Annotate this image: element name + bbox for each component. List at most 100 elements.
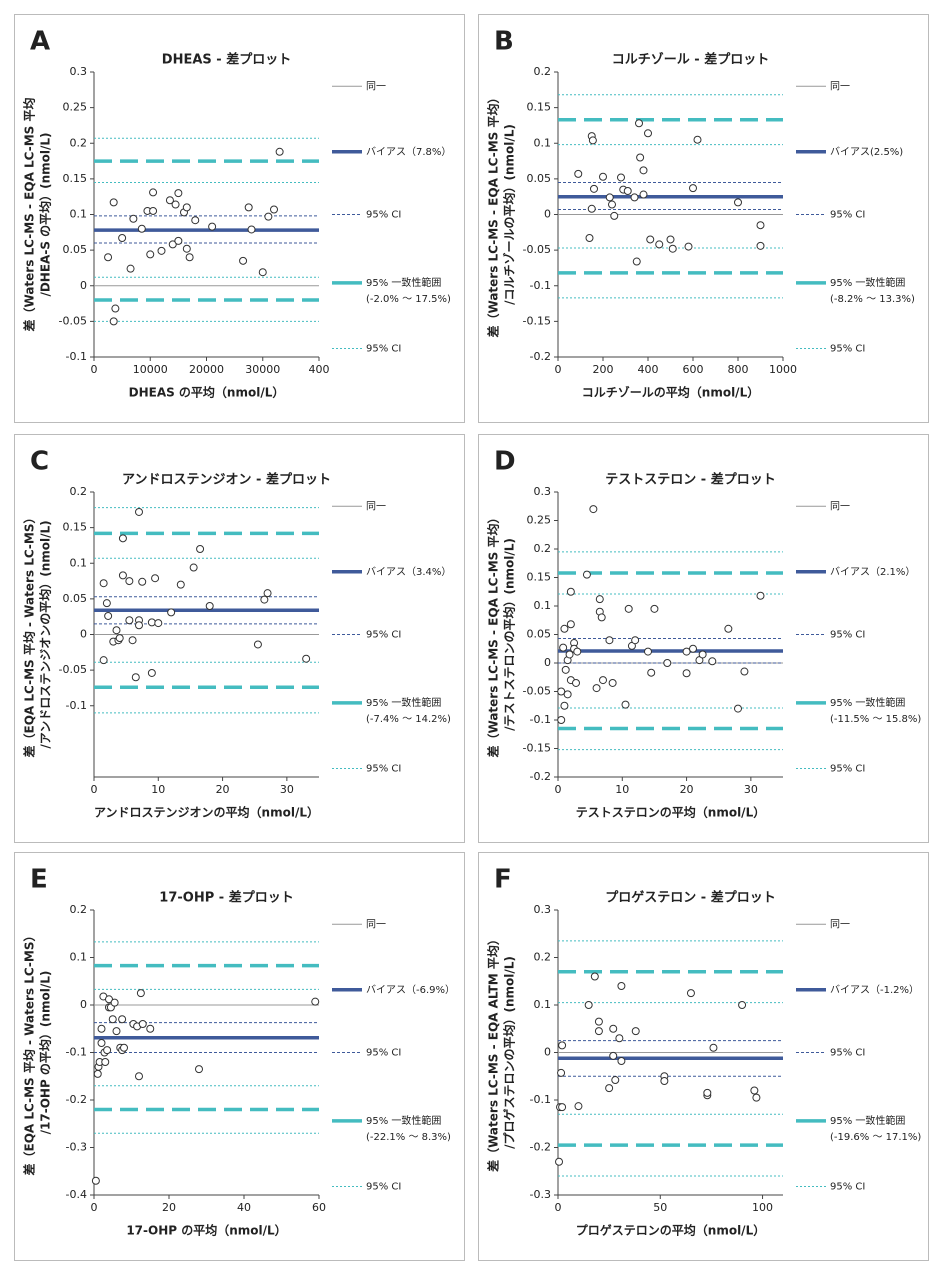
y-tick-label: -0.2 — [66, 1093, 87, 1106]
data-point — [709, 1043, 718, 1052]
data-point — [208, 222, 217, 231]
data-point — [146, 250, 155, 259]
x-tick-label: 10 — [151, 783, 165, 796]
data-point — [167, 608, 176, 617]
data-point — [270, 205, 278, 214]
x-axis-label: 17-OHP の平均（nmol/L） — [126, 1223, 286, 1238]
legend-label: 95% CI — [830, 210, 865, 221]
x-tick-label: 30 — [744, 783, 758, 796]
data-point — [560, 624, 569, 633]
legend-label: バイアス（2.1%） — [830, 566, 915, 578]
data-point — [128, 636, 137, 645]
y-axis-label: 差（Waters LC-MS - EQA LC-MS 平均 — [22, 98, 37, 333]
data-point — [756, 591, 765, 600]
y-tick-label: -0.1 — [530, 1093, 551, 1106]
data-point — [587, 204, 596, 213]
data-point — [97, 1024, 106, 1033]
data-point — [555, 1157, 564, 1166]
x-tick-label: 50 — [653, 1201, 667, 1214]
data-point — [191, 216, 200, 225]
data-point — [646, 235, 655, 244]
data-point — [260, 595, 269, 604]
data-point — [698, 650, 707, 659]
panel: E 17-OHP - 差プロット 17-OHP の平均（nmol/L） 差（EQA L… — [14, 852, 465, 1261]
data-point — [594, 1027, 603, 1036]
chart-title: アンドロステンジオン - 差プロット — [122, 472, 331, 488]
data-point — [750, 1086, 759, 1095]
y-tick-label: -0.3 — [530, 1188, 551, 1201]
x-axis-label: テストステロンの平均（nmol/L） — [576, 805, 765, 820]
data-point — [589, 505, 598, 514]
legend-label: (-2.0% ～ 17.5%) — [366, 294, 451, 305]
data-point — [644, 647, 652, 656]
legend-label: 95% 一致性範囲 — [830, 1114, 905, 1127]
data-point — [605, 636, 614, 645]
x-axis-label: プロゲステロンの平均（nmol/L） — [576, 1223, 765, 1238]
legend-label: 95% CI — [830, 1048, 865, 1059]
data-point — [205, 602, 214, 610]
y-tick-label: 0.15 — [527, 101, 552, 114]
panel-letter: D — [494, 447, 516, 477]
data-point — [176, 580, 185, 589]
y-tick-label: 0.05 — [63, 592, 88, 605]
data-point — [557, 716, 566, 724]
data-point — [275, 147, 284, 156]
x-axis-label: アンドロステンジオンの平均（nmol/L） — [94, 805, 319, 820]
data-point — [195, 1065, 203, 1074]
legend-label: (-11.5% ～ 15.8%) — [830, 714, 921, 725]
data-point — [174, 189, 183, 198]
data-point — [174, 236, 183, 245]
data-point — [135, 1072, 143, 1081]
data-point — [605, 1084, 614, 1093]
data-point — [738, 1001, 747, 1009]
data-point — [615, 1034, 624, 1043]
y-tick-label: -0.05 — [523, 685, 551, 698]
y-tick-label: 0.25 — [63, 101, 88, 114]
data-point — [103, 1046, 112, 1055]
y-tick-label: 0 — [80, 628, 87, 641]
data-point — [182, 244, 191, 253]
data-point — [125, 616, 134, 625]
y-tick-label: 0.15 — [63, 521, 88, 534]
data-point — [734, 704, 742, 713]
data-point — [611, 1076, 620, 1085]
data-point — [623, 186, 632, 195]
x-tick-label: 20 — [680, 783, 694, 796]
y-tick-label: 0.2 — [534, 951, 552, 964]
data-point — [572, 678, 580, 687]
y-tick-label: 0.2 — [70, 903, 88, 916]
data-point — [752, 1093, 761, 1102]
data-point — [102, 599, 111, 608]
data-point — [185, 253, 194, 262]
data-point — [149, 188, 158, 197]
y-axis-label: 差（Waters LC-MS - EQA ALTM 平均） — [486, 933, 501, 1173]
x-tick-label: 0 — [91, 1201, 98, 1214]
data-point — [608, 200, 616, 209]
panel: C アンドロステンジオン - 差プロットアンドロステンジオンの平均（nmol/L）… — [14, 434, 465, 843]
data-point — [111, 304, 120, 313]
x-tick-label: 30000 — [245, 363, 280, 376]
chart-title: 17-OHP - 差プロット — [159, 890, 293, 906]
y-axis-label: /アンドロステンジオンの平均）(nmol/L) — [38, 520, 53, 748]
data-point — [154, 619, 163, 628]
x-tick-label: 40 — [237, 1201, 251, 1214]
data-point — [118, 1015, 127, 1024]
x-tick-label: 20000 — [189, 363, 224, 376]
data-point — [109, 317, 118, 326]
panel-letter: E — [30, 865, 48, 895]
panel-letter: A — [30, 27, 50, 57]
y-tick-label: -0.15 — [523, 742, 551, 755]
legend-label: 95% CI — [366, 1048, 401, 1059]
y-tick-label: 0.05 — [527, 172, 552, 185]
data-point — [597, 613, 606, 622]
data-point — [147, 618, 156, 627]
data-point — [112, 1027, 121, 1036]
panel-letter: F — [494, 865, 512, 895]
y-tick-label: 0.1 — [534, 599, 552, 612]
data-point — [104, 611, 113, 620]
chart-title: DHEAS - 差プロット — [162, 52, 291, 68]
data-point — [639, 166, 648, 175]
data-point — [104, 253, 113, 262]
